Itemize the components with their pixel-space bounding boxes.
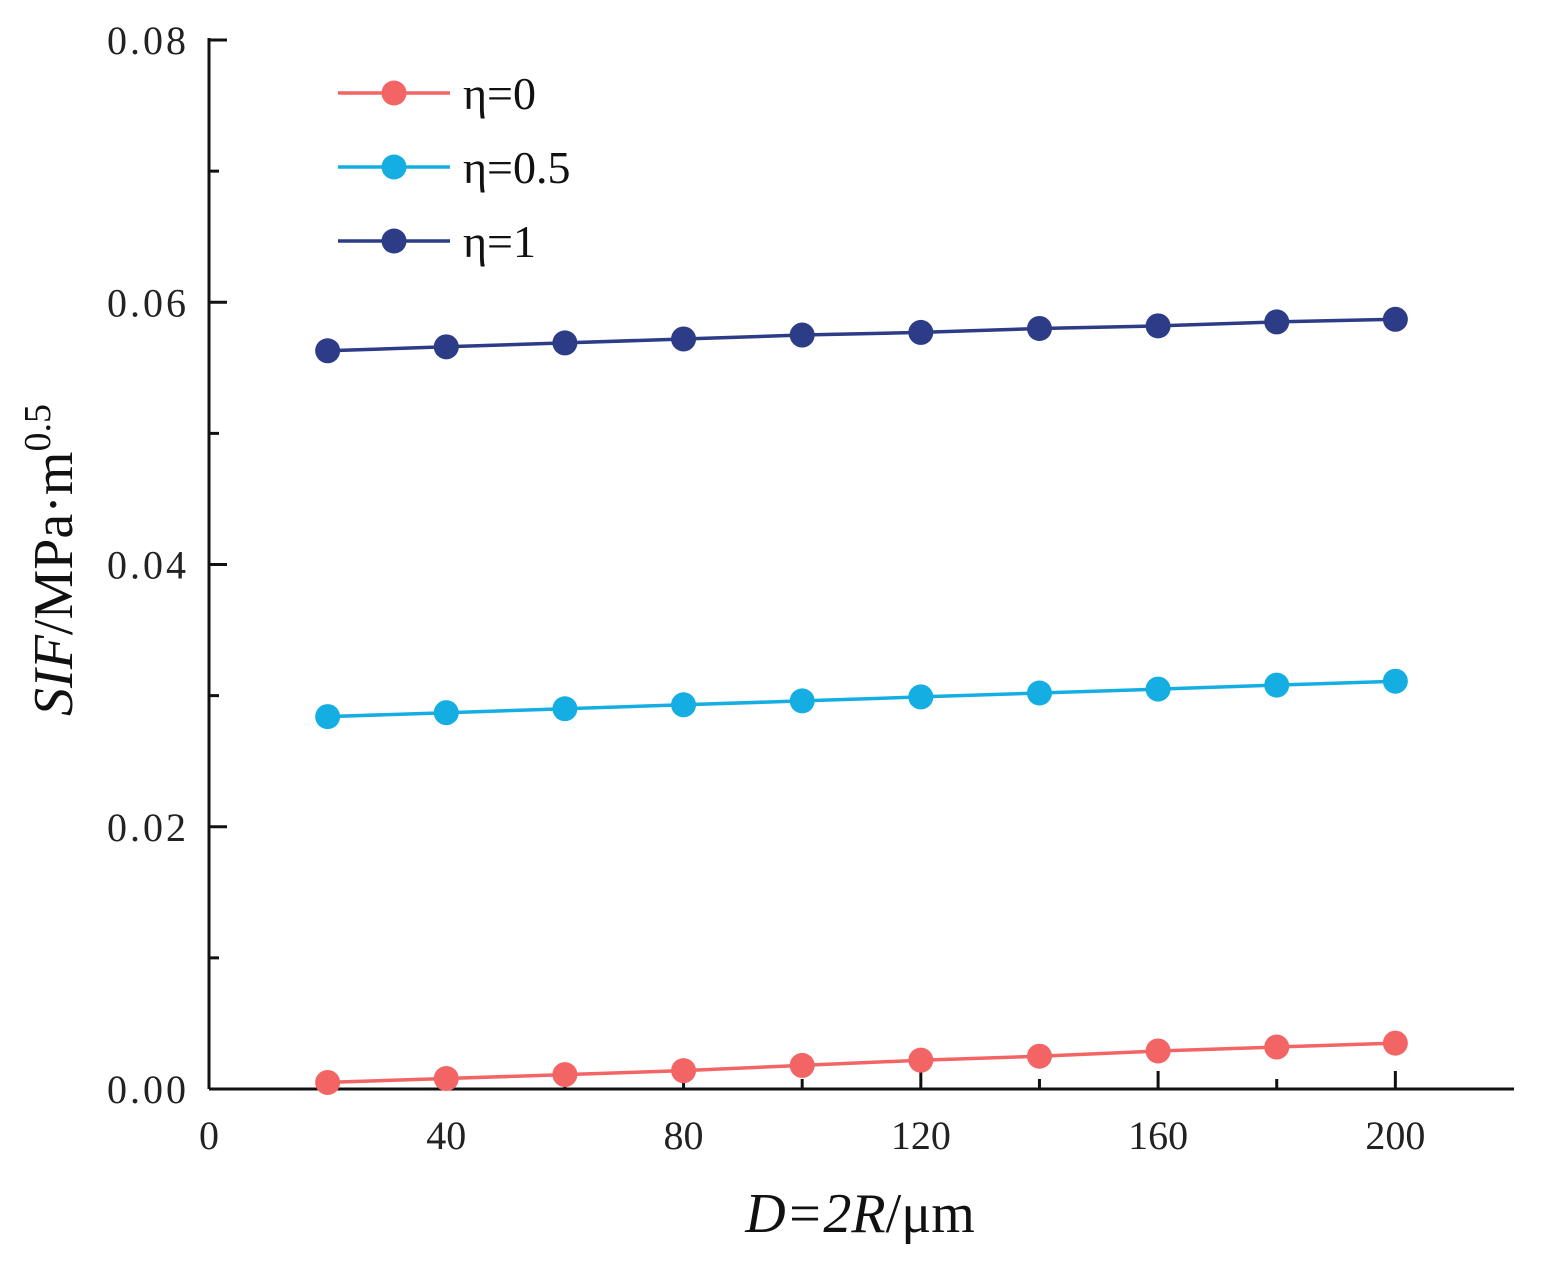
- data-point: [789, 1052, 815, 1078]
- data-point: [671, 326, 697, 352]
- x-axis-title: D=2R/μm: [744, 1183, 975, 1245]
- series-2: [315, 306, 1408, 364]
- y-axis-title-superscript: 0.5: [17, 404, 59, 452]
- x-tick-label: 0: [199, 1113, 219, 1158]
- data-point: [1026, 315, 1052, 341]
- data-point: [1382, 306, 1408, 332]
- data-point: [671, 692, 697, 718]
- legend-label: η=1: [463, 216, 536, 267]
- data-point: [908, 319, 934, 345]
- legend-item: η=0.5: [338, 142, 571, 193]
- data-point: [552, 696, 578, 722]
- y-tick-label: 0.08: [107, 18, 189, 63]
- data-point: [1382, 668, 1408, 694]
- data-point: [315, 338, 341, 364]
- data-point: [789, 322, 815, 348]
- legend-item: η=0: [338, 68, 536, 119]
- axes: 0.00 0.02 0.04 0.06 0.08 0 40 80 120 160 200: [107, 18, 1514, 1158]
- series-line: [327, 679, 1396, 719]
- data-point: [1382, 1030, 1408, 1056]
- series-group: [315, 306, 1408, 1095]
- y-axis-title-unit: /MPa·m: [23, 452, 85, 636]
- series-0: [315, 1030, 1408, 1095]
- data-point: [671, 1058, 697, 1084]
- legend-swatch-marker: [381, 228, 407, 254]
- data-point: [1145, 676, 1171, 702]
- data-point: [789, 688, 815, 714]
- data-point: [315, 1069, 341, 1095]
- data-point: [1264, 309, 1290, 335]
- y-axis-title: SIF/MPa·m0.5: [17, 404, 85, 716]
- series-1: [315, 668, 1408, 730]
- y-axis-title-italic: SIF: [23, 634, 85, 716]
- x-axis-title-italic: D=2R: [744, 1183, 885, 1245]
- series-line: [327, 317, 1396, 353]
- data-point: [1145, 313, 1171, 339]
- data-point: [433, 700, 459, 726]
- data-point: [433, 1066, 459, 1092]
- data-point: [315, 704, 341, 730]
- data-point: [908, 684, 934, 710]
- y-tick-label: 0.00: [107, 1067, 189, 1112]
- x-axis-title-unit: /μm: [886, 1183, 975, 1245]
- data-point: [552, 330, 578, 356]
- data-point: [1264, 672, 1290, 698]
- x-tick-label: 40: [426, 1113, 466, 1158]
- y-tick-label: 0.06: [107, 280, 189, 325]
- legend-label: η=0: [463, 68, 536, 119]
- data-point: [1145, 1038, 1171, 1064]
- data-point: [908, 1047, 934, 1073]
- series-line: [327, 1041, 1396, 1085]
- legend-swatch-marker: [381, 154, 407, 180]
- data-point: [1264, 1034, 1290, 1060]
- y-tick-label: 0.02: [107, 805, 189, 850]
- y-tick-label: 0.04: [107, 543, 189, 588]
- x-tick-label: 200: [1365, 1113, 1425, 1158]
- x-tick-label: 80: [664, 1113, 704, 1158]
- legend: η=0 η=0.5 η=1: [338, 68, 571, 267]
- x-tick-label: 120: [891, 1113, 951, 1158]
- data-point: [433, 334, 459, 360]
- legend-item: η=1: [338, 216, 536, 267]
- legend-label: η=0.5: [463, 142, 571, 193]
- data-point: [552, 1062, 578, 1088]
- data-point: [1026, 1043, 1052, 1069]
- legend-swatch-marker: [381, 80, 407, 106]
- x-tick-label: 160: [1128, 1113, 1188, 1158]
- data-point: [1026, 680, 1052, 706]
